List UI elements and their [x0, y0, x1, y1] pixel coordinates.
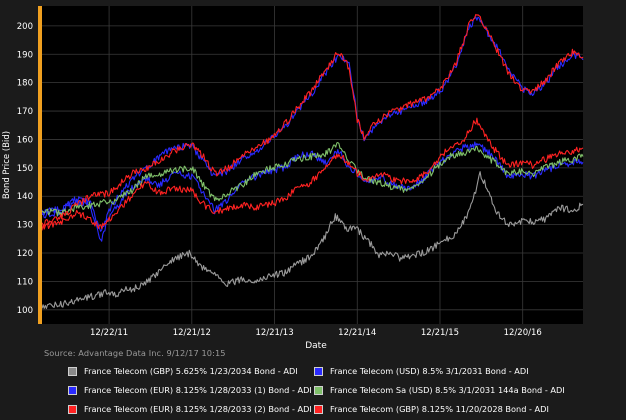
x-tick-label: 12/21/15 [421, 328, 459, 338]
x-tick-label: 12/22/11 [90, 328, 128, 338]
legend-swatch [68, 366, 77, 376]
y-tick-label: 120 [17, 249, 33, 259]
legend-item[interactable]: France Telecom (EUR) 8.125% 1/28/2033 (1… [68, 383, 314, 397]
legend-label: France Telecom (GBP) 5.625% 1/23/2034 Bo… [84, 366, 298, 376]
x-tick-label: 12/21/14 [338, 328, 376, 338]
series-line [41, 141, 584, 217]
y-tick-label: 190 [17, 50, 33, 60]
legend-item[interactable]: France Telecom Sa (USD) 8.5% 3/1/2031 14… [314, 383, 608, 397]
x-tick-label: 12/21/12 [173, 328, 211, 338]
legend: France Telecom (GBP) 5.625% 1/23/2034 Bo… [68, 364, 608, 416]
legend-swatch [314, 404, 323, 414]
plot-left-accent [38, 6, 42, 324]
legend-label: France Telecom (EUR) 8.125% 1/28/2033 (1… [84, 385, 312, 395]
plot-area [42, 6, 583, 324]
y-tick-label: 160 [17, 135, 33, 145]
series-group [41, 13, 584, 310]
y-tick-label: 110 [17, 277, 33, 287]
series-line [41, 13, 584, 227]
legend-swatch [68, 385, 77, 395]
legend-swatch [68, 404, 77, 414]
legend-label: France Telecom (USD) 8.5% 3/1/2031 Bond … [330, 366, 529, 376]
legend-item[interactable]: France Telecom (USD) 8.5% 3/1/2031 Bond … [314, 364, 608, 378]
x-tick-label: 12/21/13 [255, 328, 293, 338]
legend-swatch [314, 385, 323, 395]
y-tick-label: 200 [17, 22, 33, 32]
legend-label: France Telecom (EUR) 8.125% 1/28/2033 (2… [84, 404, 312, 414]
y-axis-label: Bond Price (Bid) [2, 131, 12, 199]
legend-item[interactable]: France Telecom (GBP) 5.625% 1/23/2034 Bo… [68, 364, 314, 378]
legend-label: France Telecom Sa (USD) 8.5% 3/1/2031 14… [330, 385, 565, 395]
axes: 100 110 120 130 140 150 160 170 180 190 200 12/22/1… [17, 22, 542, 338]
y-tick-label: 100 [17, 306, 33, 316]
legend-item[interactable]: France Telecom (GBP) 8.125% 11/20/2028 B… [314, 402, 608, 416]
series-line [41, 171, 584, 310]
x-axis-label: Date [305, 341, 327, 351]
legend-item[interactable]: France Telecom (EUR) 8.125% 1/28/2033 (2… [68, 402, 314, 416]
legend-swatch [314, 366, 323, 376]
source-note: Source: Advantage Data Inc. 9/12/17 10:1… [44, 348, 226, 358]
x-tick-label: 12/20/16 [504, 328, 542, 338]
y-tick-label: 140 [17, 192, 33, 202]
y-tick-label: 130 [17, 221, 33, 231]
series-line [41, 117, 584, 231]
y-tick-label: 180 [17, 79, 33, 89]
y-tick-label: 150 [17, 164, 33, 174]
y-tick-label: 170 [17, 107, 33, 117]
legend-label: France Telecom (GBP) 8.125% 11/20/2028 B… [330, 404, 549, 414]
